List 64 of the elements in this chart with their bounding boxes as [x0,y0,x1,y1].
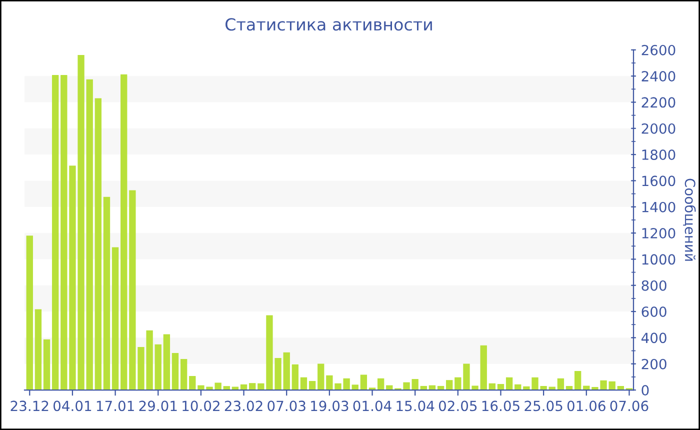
y-tick-label: 2400 [642,71,676,82]
x-tick-label: 07.03 [268,400,306,412]
bar [120,74,128,390]
bar [574,371,582,390]
bar [480,345,487,390]
bar [180,359,188,390]
bar [189,376,196,390]
x-tick-label: 29.01 [139,400,177,412]
bar [232,386,239,390]
y-tick-label: 1600 [642,176,676,186]
y-tick-label: 2000 [642,123,676,134]
bar [34,309,42,390]
y-tick-label: 2200 [642,97,676,108]
bar [583,386,590,390]
y-tick-label: 600 [642,306,666,317]
bar [112,247,119,390]
bar [86,79,93,390]
y-tick-label: 1400 [642,202,676,212]
bar [308,380,316,390]
bar [377,378,384,390]
bar [454,377,462,390]
x-tick-label: 16.05 [482,400,520,412]
bar [318,364,324,390]
y-tick-label: 1000 [642,254,676,265]
bar [172,352,179,390]
y-tick-label: 400 [641,332,666,344]
bar [26,236,33,390]
x-tick-label: 17.01 [96,400,134,412]
y-tick-label: 800 [642,280,666,291]
chart-title: Статистика активности [226,18,432,31]
x-tick-label: 15.04 [396,400,434,412]
x-tick-label: 01.06 [567,400,606,412]
bar [60,74,68,390]
bar [103,196,110,390]
bar [292,364,299,390]
y-tick-label: 1800 [642,150,676,160]
bar [557,378,564,390]
x-tick-label: 07.06 [610,400,648,412]
bar [283,352,290,390]
y-tick-label: 1200 [642,228,676,238]
x-tick-label: 01.04 [353,400,392,412]
bar [446,380,453,390]
bar [43,339,50,390]
x-tick-label: 02.05 [438,400,477,412]
x-tick-label: 19.03 [311,400,348,412]
bar [94,98,102,390]
x-tick-label: 04.01 [54,400,92,412]
y-tick-label: 200 [642,358,666,370]
bar [300,377,308,390]
y-tick-label: 0 [642,384,649,396]
y-axis-title: Сообщений [683,178,696,261]
x-tick-label: 25.05 [524,400,562,412]
x-tick-label: 23.12 [10,400,48,412]
x-tick-label: 23.02 [224,400,262,412]
bar [506,377,513,390]
bar [163,334,170,390]
bar [352,384,358,390]
bar [548,386,556,390]
bar [154,344,162,390]
bar [52,74,59,390]
bar [360,374,368,390]
x-tick-label: 10.02 [182,400,220,412]
y-tick-label: 2600 [642,44,676,56]
bar [249,383,256,390]
